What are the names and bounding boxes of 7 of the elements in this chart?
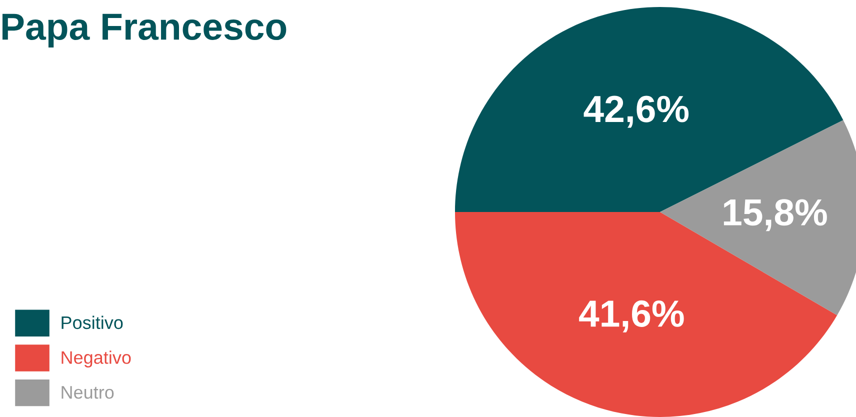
legend-label: Positivo (62, 316, 123, 330)
data-label: 15,8% (724, 199, 827, 232)
legend-label: Neutro (62, 386, 114, 399)
legend-label: Negativo (62, 350, 131, 368)
data-label: 42,6% (584, 96, 689, 128)
chart-title: Papa Francesco (2, 14, 286, 48)
data-label: 41,6% (579, 300, 684, 332)
